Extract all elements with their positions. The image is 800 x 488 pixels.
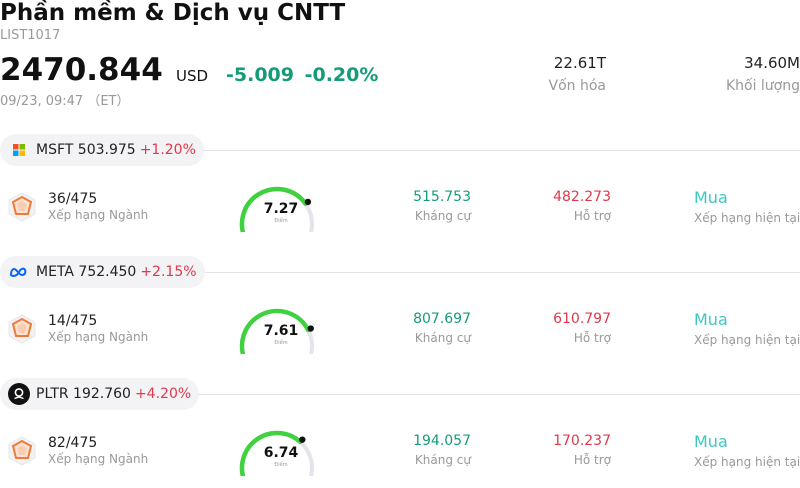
stock-chip[interactable]: PLTR 192.760 +4.20%: [0, 378, 200, 410]
score-gauge: 6.74 Điểm: [236, 426, 326, 488]
stock-price: 503.975: [77, 142, 136, 158]
stock-change: +4.20%: [134, 386, 192, 402]
gauge-fill: [239, 430, 303, 488]
microsoft-logo: [8, 139, 30, 161]
score-label: Điểm: [274, 218, 288, 224]
page-title: Phần mềm & Dịch vụ CNTT: [0, 0, 346, 26]
current-rating: Mua: [694, 310, 728, 329]
industry-rank-label: Xếp hạng Ngành: [48, 452, 149, 466]
index-price: 2470.844: [0, 52, 163, 88]
stock-price: 752.450: [78, 264, 137, 280]
current-rating-label: Xếp hạng hiện tại: [694, 455, 800, 469]
score-gauge: 7.27 Điểm: [236, 182, 326, 244]
score-gauge: 7.61 Điểm: [236, 304, 326, 366]
stock-ticker: PLTR: [36, 386, 69, 402]
stock-change: +1.20%: [139, 142, 196, 158]
stock-price: 192.760: [73, 386, 131, 402]
support-value: 610.797: [553, 311, 611, 327]
score-label: Điểm: [274, 462, 288, 468]
current-rating-label: Xếp hạng hiện tại: [694, 333, 800, 347]
industry-rank-icon: [8, 192, 36, 222]
support-value: 170.237: [553, 433, 611, 449]
industry-rank-icon: [8, 436, 36, 466]
meta-logo: [8, 261, 30, 283]
gauge-marker: [307, 325, 314, 332]
support-value: 482.273: [553, 189, 611, 205]
stock-ticker: META: [36, 264, 74, 280]
stock-change: +2.15%: [140, 264, 197, 280]
current-rating: Mua: [694, 188, 728, 207]
industry-rank-label: Xếp hạng Ngành: [48, 208, 149, 222]
gauge-marker: [299, 436, 306, 443]
score-value: 7.61: [263, 323, 299, 339]
industry-rank-label: Xếp hạng Ngành: [48, 330, 149, 344]
score-value: 7.27: [263, 201, 299, 217]
gauge-fill: [239, 308, 311, 366]
current-rating: Mua: [694, 432, 728, 451]
resistance-label: Kháng cự: [414, 209, 471, 223]
resistance-value: 194.057: [413, 433, 471, 449]
support-label: Hỗ trợ: [573, 453, 611, 467]
timestamp: 09/23, 09:47 （ET）: [0, 94, 130, 109]
divider: [204, 150, 800, 151]
stock-chip[interactable]: MSFT 503.975 +1.20%: [0, 134, 204, 166]
divider: [205, 272, 800, 273]
stock-ticker: MSFT: [36, 142, 74, 158]
industry-rank-value: 14/475: [48, 313, 98, 329]
score-label: Điểm: [274, 340, 288, 346]
resistance-value: 807.697: [413, 311, 471, 327]
currency-label: USD: [176, 67, 209, 85]
resistance-value: 515.753: [413, 189, 471, 205]
resistance-label: Kháng cự: [414, 453, 471, 467]
volume-value: 34.60M: [744, 54, 800, 72]
market-cap-label: Vốn hóa: [548, 78, 606, 94]
volume-label: Khối lượng: [725, 78, 800, 94]
industry-rank-value: 82/475: [48, 435, 98, 451]
palantir-logo: [8, 383, 30, 405]
index-code: LIST1017: [0, 28, 61, 43]
current-rating-label: Xếp hạng hiện tại: [694, 211, 800, 225]
stock-chip[interactable]: META 752.450 +2.15%: [0, 256, 205, 288]
support-label: Hỗ trợ: [573, 331, 611, 345]
gauge-fill: [239, 186, 308, 244]
score-value: 6.74: [263, 445, 299, 461]
divider: [199, 394, 800, 395]
market-cap-value: 22.61T: [553, 54, 606, 72]
change-percent: -0.20%: [304, 64, 379, 86]
gauge-marker: [304, 198, 312, 206]
resistance-label: Kháng cự: [414, 331, 471, 345]
industry-rank-value: 36/475: [48, 191, 98, 207]
change-value: -5.009: [226, 64, 294, 86]
support-label: Hỗ trợ: [573, 209, 611, 223]
industry-rank-icon: [8, 314, 36, 344]
index-change: -5.009 -0.20%: [226, 64, 378, 86]
